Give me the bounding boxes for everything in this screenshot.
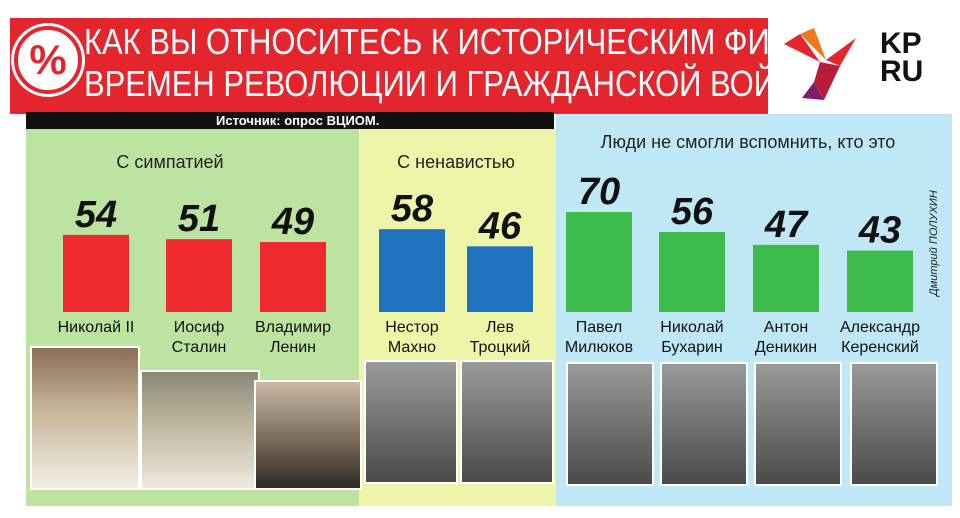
value-label: 51 xyxy=(178,198,220,240)
group-title: С ненавистью xyxy=(397,152,515,172)
name-labels: Николай II Иосиф Сталин Владимир Ленин Нестор… xyxy=(58,319,920,356)
value-label: 54 xyxy=(75,194,117,236)
name-label: Николай Бухарин xyxy=(660,319,723,356)
portrait-kerensky xyxy=(850,362,938,486)
name-label: Лев Троцкий xyxy=(470,319,531,356)
portrait-lenin xyxy=(254,380,362,490)
bar xyxy=(847,250,913,312)
portrait-makhno xyxy=(364,360,458,484)
value-labels: 54 51 49 58 46 70 56 47 43 xyxy=(75,171,901,252)
value-label: 70 xyxy=(578,171,620,213)
logo-text-kp: KP xyxy=(880,27,922,60)
portrait-nikolai-ii xyxy=(30,346,140,490)
bars xyxy=(63,212,913,312)
logo-text-ru: RU xyxy=(880,55,924,88)
name-label: Антон Деникин xyxy=(755,319,817,356)
kp-ru-logo: KP RU xyxy=(880,27,940,92)
percent-badge-icon: % xyxy=(14,26,82,94)
bar xyxy=(659,232,725,312)
bar xyxy=(753,244,819,312)
bar xyxy=(467,246,533,312)
title-band xyxy=(10,18,768,114)
name-label: Владимир Ленин xyxy=(255,319,331,356)
portrait-bukharin xyxy=(660,362,748,486)
portrait-trotsky xyxy=(460,360,554,484)
value-label: 46 xyxy=(478,205,522,247)
value-label: 58 xyxy=(391,188,434,230)
title-line-1: КАК ВЫ ОТНОСИТЕСЬ К ИСТОРИЧЕСКИМ ФИГУРАМ xyxy=(84,21,872,62)
name-label: Нестор Махно xyxy=(385,319,439,356)
portrait-milyukov xyxy=(566,362,654,486)
name-label: Иосиф Сталин xyxy=(172,319,227,356)
value-label: 47 xyxy=(764,204,809,246)
name-label: Павел Милюков xyxy=(565,319,633,356)
bar xyxy=(379,229,445,312)
bar xyxy=(63,234,129,312)
group-titles: С симпатией С ненавистью Люди не смогли вс… xyxy=(116,132,895,172)
group-title: Люди не смогли вспомнить, кто это xyxy=(601,132,896,152)
value-label: 49 xyxy=(271,201,314,243)
value-label: 56 xyxy=(671,191,714,233)
bar xyxy=(260,242,326,312)
portrait-denikin xyxy=(754,362,842,486)
value-label: 43 xyxy=(858,210,901,252)
source-bar: Источник: опрос ВЦИОМ. xyxy=(26,112,554,129)
bar xyxy=(166,239,232,312)
title-line-2: ВРЕМЕН РЕВОЛЮЦИИ И ГРАЖДАНСКОЙ ВОЙНЫ? xyxy=(84,63,843,104)
bar xyxy=(566,212,632,312)
source-text: Источник: опрос ВЦИОМ. xyxy=(216,113,380,128)
name-label: Александр Керенский xyxy=(840,319,920,356)
name-label: Николай II xyxy=(58,319,135,336)
bird-logo-icon xyxy=(784,28,856,100)
group-title: С симпатией xyxy=(116,152,223,172)
portrait-stalin xyxy=(140,370,260,490)
